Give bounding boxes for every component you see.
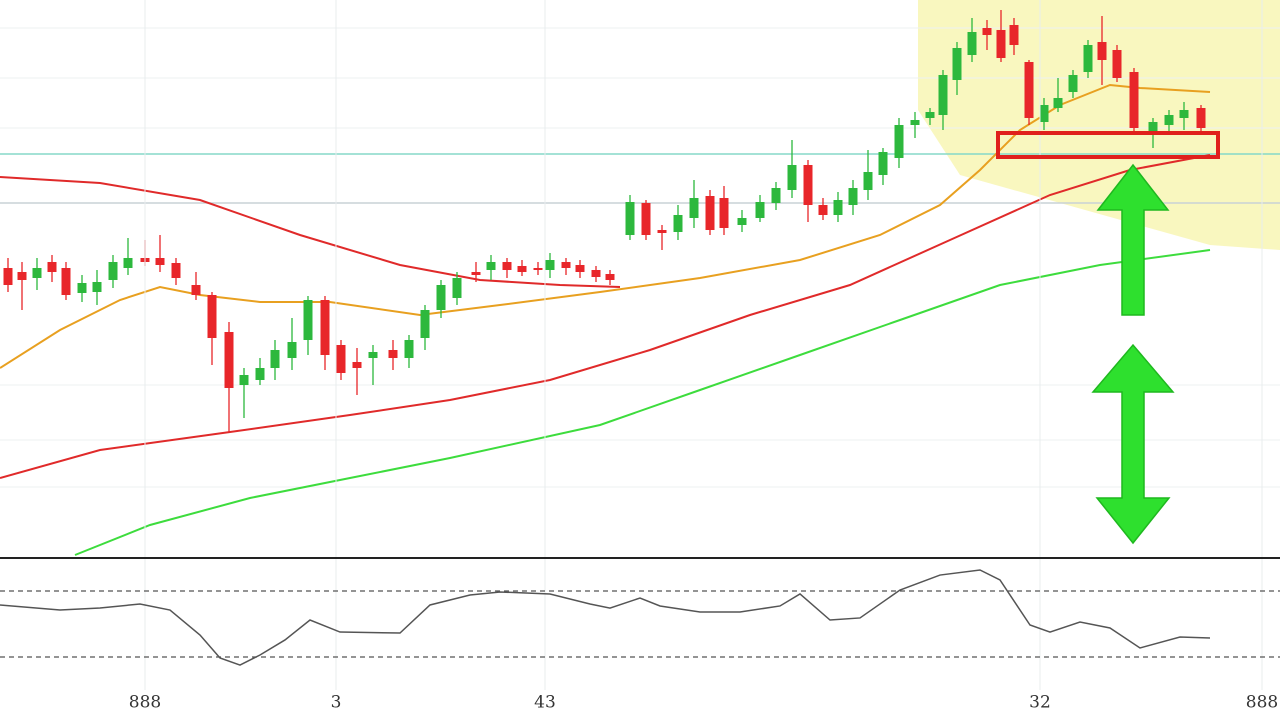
candle-body [502,262,512,270]
candle-body [878,152,888,175]
candle-body [92,282,102,292]
candle-body [1097,42,1107,60]
moving-average [0,83,1211,369]
candle-body [967,32,977,55]
candle-body [910,120,920,125]
candle-body [3,268,13,285]
candle-body [689,198,699,218]
candle-body [486,262,496,270]
candle-body [833,200,843,215]
x-tick-label: 888 [1246,693,1278,713]
candle-body [108,262,118,280]
candle-body [561,262,571,268]
candle-body [575,265,585,272]
candle-body [591,270,601,277]
candle-body [1053,98,1063,108]
background-grid [0,27,1280,488]
candle-body [705,196,715,230]
candle-body [771,188,781,203]
arrows [1091,163,1175,545]
candle-body [925,112,935,118]
candle-body [894,125,904,158]
candle-body [982,28,992,35]
candle-body [1068,75,1078,92]
candle-body [303,300,313,340]
x-tick-label: 3 [331,693,342,713]
candle-body [47,262,57,272]
candle-body [352,362,362,368]
candle-body [287,342,297,358]
moving-average [74,249,1211,556]
candle-body [336,345,346,373]
candle-body [320,300,330,355]
candle-body [938,75,948,115]
candle-body [1112,50,1122,78]
x-tick-label: 888 [129,693,161,713]
candle-body [61,268,71,295]
candle-body [719,198,729,228]
candle-body [420,310,430,338]
candle-body [787,165,797,190]
candle-body [533,268,543,270]
candle-body [818,205,828,215]
candle-body [517,266,527,272]
candle-body [388,350,398,358]
candle-body [1024,62,1034,118]
candle-body [545,260,555,270]
candle-body [471,272,481,275]
up-arrow [1096,163,1170,316]
moving-average [0,154,1211,479]
candle-body [239,375,249,385]
candle-body [996,30,1006,58]
candle-body [436,285,446,310]
candle-body [863,172,873,190]
candle-body [755,202,765,218]
candle-body [673,215,683,232]
x-tick-label: 32 [1029,693,1051,713]
candle-body [191,285,201,295]
candle-body [1148,122,1158,132]
candle-body [207,295,217,338]
candle-body [255,368,265,380]
oscillator-line [0,569,1211,666]
candle-body [1196,108,1206,128]
highlight-zone [918,0,1280,250]
candle-body [625,202,635,235]
moving-average [0,176,621,288]
candle-body [848,188,858,205]
candle-body [657,230,667,233]
candle-body [605,274,615,280]
candle-body [1129,72,1139,128]
candle-body [17,272,27,280]
candle-body [155,258,165,265]
candle-body [1083,45,1093,72]
candle-body [224,332,234,388]
double-arrow [1091,343,1175,545]
candle-body [1164,115,1174,125]
candle-body [32,268,42,278]
candle-body [1009,25,1019,45]
x-tick-label: 43 [534,693,556,713]
annotation-box [996,131,1220,159]
candle-body [368,352,378,358]
candle-body [77,283,87,293]
candle-body [737,218,747,225]
candle-body [404,340,414,358]
candle-body [171,263,181,278]
candle-body [1039,105,1049,122]
candle-body [270,350,280,368]
candle-body [452,278,462,298]
candle-body [1179,110,1189,118]
candle-body [123,258,133,268]
candle-body [952,48,962,80]
candle-body [803,165,813,205]
candle-body [641,203,651,235]
